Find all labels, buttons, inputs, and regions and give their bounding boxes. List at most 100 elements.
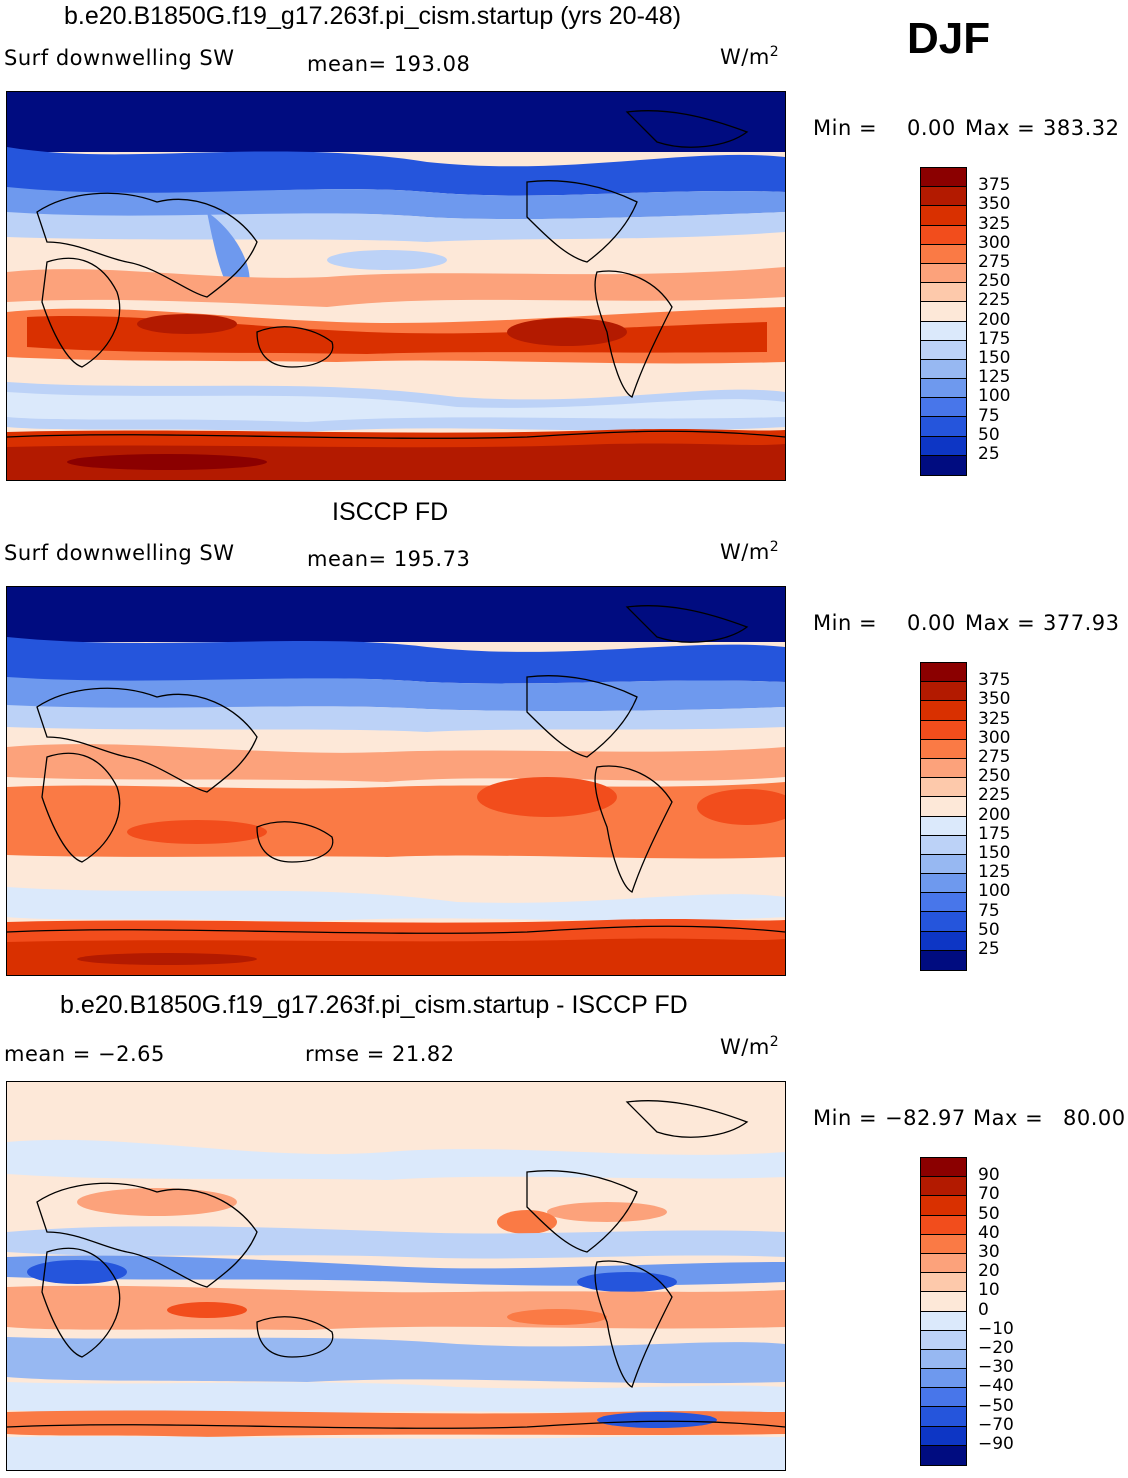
colorbar-swatch <box>921 1292 966 1312</box>
max-value: 383.32 <box>1043 116 1120 140</box>
min-label: Min = <box>813 116 878 140</box>
colorbar <box>920 1157 967 1466</box>
panel-title: b.e20.B1850G.f19_g17.263f.pi_cism.startu… <box>60 991 688 1019</box>
colorbar-tick-label: −50 <box>978 1395 1014 1416</box>
colorbar-tick-label: 175 <box>978 328 1011 349</box>
colorbar-tick-label: 25 <box>978 444 1000 464</box>
max-label: Max = <box>965 611 1036 635</box>
colorbar-swatch <box>921 854 966 875</box>
colorbar-tick-label: 150 <box>978 843 1011 863</box>
colorbar-tick-label: 275 <box>978 747 1011 767</box>
colorbar-swatch <box>921 1330 966 1350</box>
colorbar-swatch <box>921 931 966 951</box>
colorbar-swatch <box>921 206 966 226</box>
colorbar-tick-label: −40 <box>978 1376 1014 1397</box>
colorbar-swatch <box>921 835 966 855</box>
panel-title: ISCCP FD <box>332 498 449 526</box>
colorbar-tick-label: 75 <box>978 405 1000 426</box>
map-svg <box>7 587 785 975</box>
colorbar-tick-label: 125 <box>978 367 1011 388</box>
colorbar-tick-label: 350 <box>978 194 1011 215</box>
colorbar-swatch <box>921 340 966 360</box>
colorbar-swatch <box>921 874 966 894</box>
colorbar-tick-label: 100 <box>978 881 1011 902</box>
mean-label: mean= 193.08 <box>307 52 471 76</box>
colorbar-tick-label: 200 <box>978 804 1011 825</box>
colorbar-tick-label: −30 <box>978 1357 1014 1378</box>
colorbar-swatch <box>921 720 966 740</box>
colorbar-tick-label: 150 <box>978 348 1011 368</box>
colorbar-swatch <box>921 1426 966 1446</box>
min-label: Min = <box>813 611 878 635</box>
colorbar-swatch <box>921 1311 966 1331</box>
colorbar-swatch <box>921 321 966 341</box>
colorbar-swatch <box>921 1196 966 1216</box>
panel-title: b.e20.B1850G.f19_g17.263f.pi_cism.startu… <box>64 2 682 30</box>
mean-label: mean= 195.73 <box>307 547 471 571</box>
mean-label: mean = −2.65 <box>4 1042 165 1066</box>
colorbar-swatch <box>921 912 966 932</box>
colorbar-tick-label: −20 <box>978 1338 1014 1358</box>
colorbar-tick-label: 90 <box>978 1165 1000 1186</box>
colorbar-tick-label: 70 <box>978 1184 1000 1205</box>
colorbar-swatch <box>921 778 966 798</box>
colorbar-swatch <box>921 455 966 475</box>
colorbar-swatch <box>921 1349 966 1370</box>
colorbar-swatch <box>921 758 966 779</box>
colorbar-tick-label: 50 <box>978 424 1000 445</box>
units-label: W/m2 <box>720 44 780 69</box>
colorbar-swatch <box>921 1215 966 1235</box>
colorbar-swatch <box>921 302 966 322</box>
colorbar-tick-label: 200 <box>978 309 1011 330</box>
colorbar-tick-label: 20 <box>978 1261 1000 1282</box>
colorbar-swatch <box>921 283 966 303</box>
colorbar-swatch <box>921 1273 966 1293</box>
colorbar-tick-label: 50 <box>978 1203 1000 1224</box>
colorbar-tick-label: 75 <box>978 900 1000 921</box>
colorbar-swatch <box>921 379 966 399</box>
max-value: 377.93 <box>1043 611 1120 635</box>
contour-map <box>6 586 786 976</box>
colorbar <box>920 662 967 971</box>
colorbar-tick-label: 30 <box>978 1242 1000 1262</box>
colorbar-swatch <box>921 263 966 284</box>
min-label: Min = <box>813 1106 878 1130</box>
colorbar-tick-label: −10 <box>978 1318 1014 1339</box>
map-svg <box>7 92 785 480</box>
colorbar-swatch <box>921 1445 966 1465</box>
colorbar-tick-label: 350 <box>978 689 1011 710</box>
units-label: W/m2 <box>720 539 780 564</box>
contour-map <box>6 91 786 481</box>
min-value: 0.00 <box>907 116 956 140</box>
colorbar-swatch <box>921 359 966 380</box>
colorbar-swatch <box>921 1388 966 1408</box>
colorbar-swatch <box>921 893 966 913</box>
colorbar-swatch <box>921 436 966 456</box>
colorbar-tick-label: 175 <box>978 823 1011 844</box>
colorbar-tick-label: 125 <box>978 862 1011 883</box>
colorbar-swatch <box>921 417 966 437</box>
colorbar-swatch <box>921 1253 966 1274</box>
colorbar <box>920 167 967 476</box>
variable-label: Surf downwelling SW <box>4 541 235 565</box>
colorbar-tick-label: 40 <box>978 1222 1000 1243</box>
colorbar-swatch <box>921 663 966 683</box>
rmse-label: rmse = 21.82 <box>305 1042 455 1066</box>
colorbar-swatch <box>921 682 966 702</box>
colorbar-swatch <box>921 244 966 264</box>
colorbar-tick-label: 10 <box>978 1280 1000 1301</box>
colorbar-swatch <box>921 1407 966 1427</box>
colorbar-tick-label: 300 <box>978 232 1011 253</box>
colorbar-tick-label: 250 <box>978 766 1011 787</box>
colorbar-swatch <box>921 1177 966 1197</box>
season-label: DJF <box>907 14 991 63</box>
colorbar-swatch <box>921 398 966 418</box>
colorbar-swatch <box>921 225 966 245</box>
colorbar-tick-label: 250 <box>978 271 1011 292</box>
colorbar-tick-label: 275 <box>978 252 1011 272</box>
colorbar-tick-label: −90 <box>978 1434 1014 1454</box>
min-value: −82.97 <box>885 1106 966 1130</box>
colorbar-tick-label: 375 <box>978 670 1011 691</box>
colorbar-swatch <box>921 1369 966 1389</box>
min-value: 0.00 <box>907 611 956 635</box>
